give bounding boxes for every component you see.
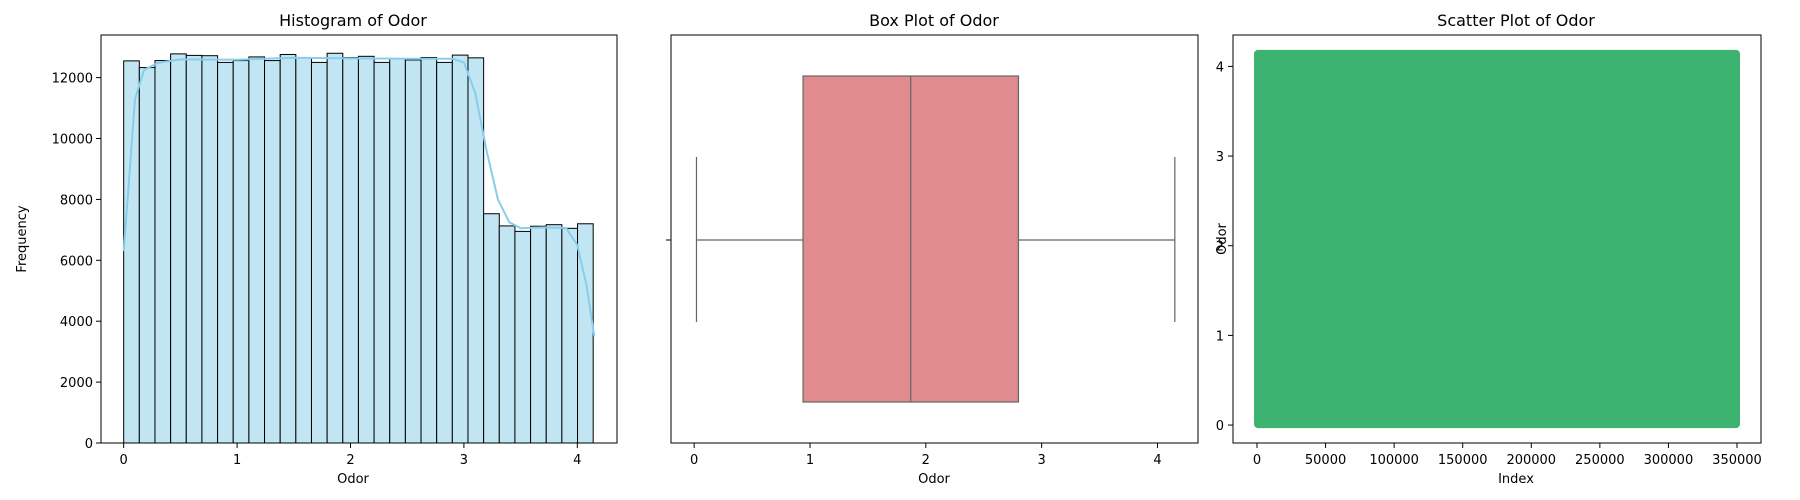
histogram-bar <box>264 60 281 444</box>
scatter-x-label: Index <box>1498 472 1534 487</box>
histogram-y-tick-label: 2000 <box>60 376 93 391</box>
boxplot-x-tick-label: 0 <box>690 453 698 468</box>
scatter-y-tick-label: 2 <box>1216 240 1224 255</box>
scatter-x-tick-label: 50000 <box>1305 453 1346 468</box>
scatter-y-tick-label: 4 <box>1216 60 1224 75</box>
boxplot-x-tick-label: 3 <box>1037 453 1045 468</box>
scatter-x-tick-label: 0 <box>1253 453 1261 468</box>
boxplot-title: Box Plot of Odor <box>869 11 999 30</box>
boxplot-panel: Box Plot of Odor 0 1 2 3 4 Odor <box>666 11 1199 487</box>
histogram-y-tick-label: 8000 <box>60 193 93 208</box>
boxplot-box <box>695 75 1176 403</box>
histogram-bar <box>545 224 563 444</box>
histogram-y-label: Frequency <box>15 205 30 272</box>
scatter-x-tick-label: 100000 <box>1369 453 1419 468</box>
scatter-x-tick-label: 150000 <box>1438 453 1488 468</box>
histogram-bar <box>389 58 406 444</box>
histogram-bar <box>185 54 203 444</box>
scatter-panel: Scatter Plot of Odor 0 50000 100000 150000 2… <box>1215 11 1762 487</box>
boxplot-axes-frame <box>670 34 1199 444</box>
histogram-y-tick-label: 10000 <box>52 133 93 148</box>
scatter-x-tick-label: 200000 <box>1506 453 1556 468</box>
histogram-title: Histogram of Odor <box>279 11 427 30</box>
histogram-bar <box>404 59 422 444</box>
boxplot-x-label: Odor <box>918 472 950 487</box>
histogram-bar <box>514 230 532 444</box>
scatter-title: Scatter Plot of Odor <box>1437 11 1595 30</box>
histogram-bar <box>123 60 140 444</box>
histogram-x-tick-label: 1 <box>233 453 241 468</box>
histogram-y-tick-label: 6000 <box>60 254 93 269</box>
scatter-point-cloud <box>1254 49 1740 429</box>
scatter-y-tick-label: 3 <box>1216 150 1224 165</box>
histogram-y-tick-label: 12000 <box>52 72 93 87</box>
histogram-bar <box>373 61 391 444</box>
histogram-bar <box>279 53 297 444</box>
boxplot-x-tick-label: 1 <box>806 453 814 468</box>
histogram-y-tick-label: 0 <box>85 437 93 452</box>
scatter-x-tick-label: 250000 <box>1575 453 1625 468</box>
histogram-bar <box>138 67 156 444</box>
histogram-x-tick-label: 3 <box>460 453 468 468</box>
histogram-axes-frame <box>100 34 618 444</box>
histogram-bar <box>467 57 485 444</box>
histogram-y-tick-label: 4000 <box>60 315 93 330</box>
scatter-ticks: 0 50000 100000 150000 200000 250000 300000 3500… <box>1216 60 1762 468</box>
histogram-x-tick-label: 0 <box>120 453 128 468</box>
histogram-bar <box>310 61 328 444</box>
histogram-bar <box>248 56 266 444</box>
histogram-bar <box>561 227 579 444</box>
histogram-bar <box>451 54 469 444</box>
histogram-bar <box>498 225 516 444</box>
scatter-x-tick-label: 300000 <box>1644 453 1694 468</box>
histogram-x-label: Odor <box>337 472 369 487</box>
histogram-bars <box>123 52 594 444</box>
histogram-bar <box>342 57 359 444</box>
histogram-bar <box>201 55 219 444</box>
boxplot-x-tick-label: 2 <box>922 453 930 468</box>
scatter-axes-frame <box>1232 34 1762 444</box>
histogram-bar <box>217 61 234 444</box>
histogram-kde-line <box>122 56 596 337</box>
histogram-bar <box>420 57 438 444</box>
histogram-bar <box>170 53 187 444</box>
histogram-bar <box>436 61 453 444</box>
histogram-bar <box>530 225 547 444</box>
scatter-y-label: Odor <box>1215 222 1230 254</box>
histogram-bar <box>483 213 500 444</box>
histogram-x-tick-label: 2 <box>346 453 354 468</box>
histogram-bar <box>232 60 250 444</box>
boxplot-ticks: 0 1 2 3 4 <box>666 239 1162 468</box>
scatter-y-tick-label: 1 <box>1216 329 1224 344</box>
histogram-x-tick-label: 4 <box>573 453 581 468</box>
histogram-bar <box>295 57 312 444</box>
histogram-ticks: 0 1 2 3 4 0 2000 4000 6000 8000 10000 12000 <box>52 72 582 468</box>
boxplot-x-tick-label: 4 <box>1153 453 1161 468</box>
histogram-bar <box>326 52 344 444</box>
histogram-bar <box>154 60 172 444</box>
scatter-x-tick-label: 350000 <box>1712 453 1762 468</box>
scatter-points <box>1254 49 1740 429</box>
histogram-bar <box>357 55 375 444</box>
scatter-y-tick-label: 0 <box>1216 419 1224 434</box>
histogram-panel: Histogram of Odor 0 1 2 3 4 0 2000 4000 6000 8000… <box>15 11 618 487</box>
